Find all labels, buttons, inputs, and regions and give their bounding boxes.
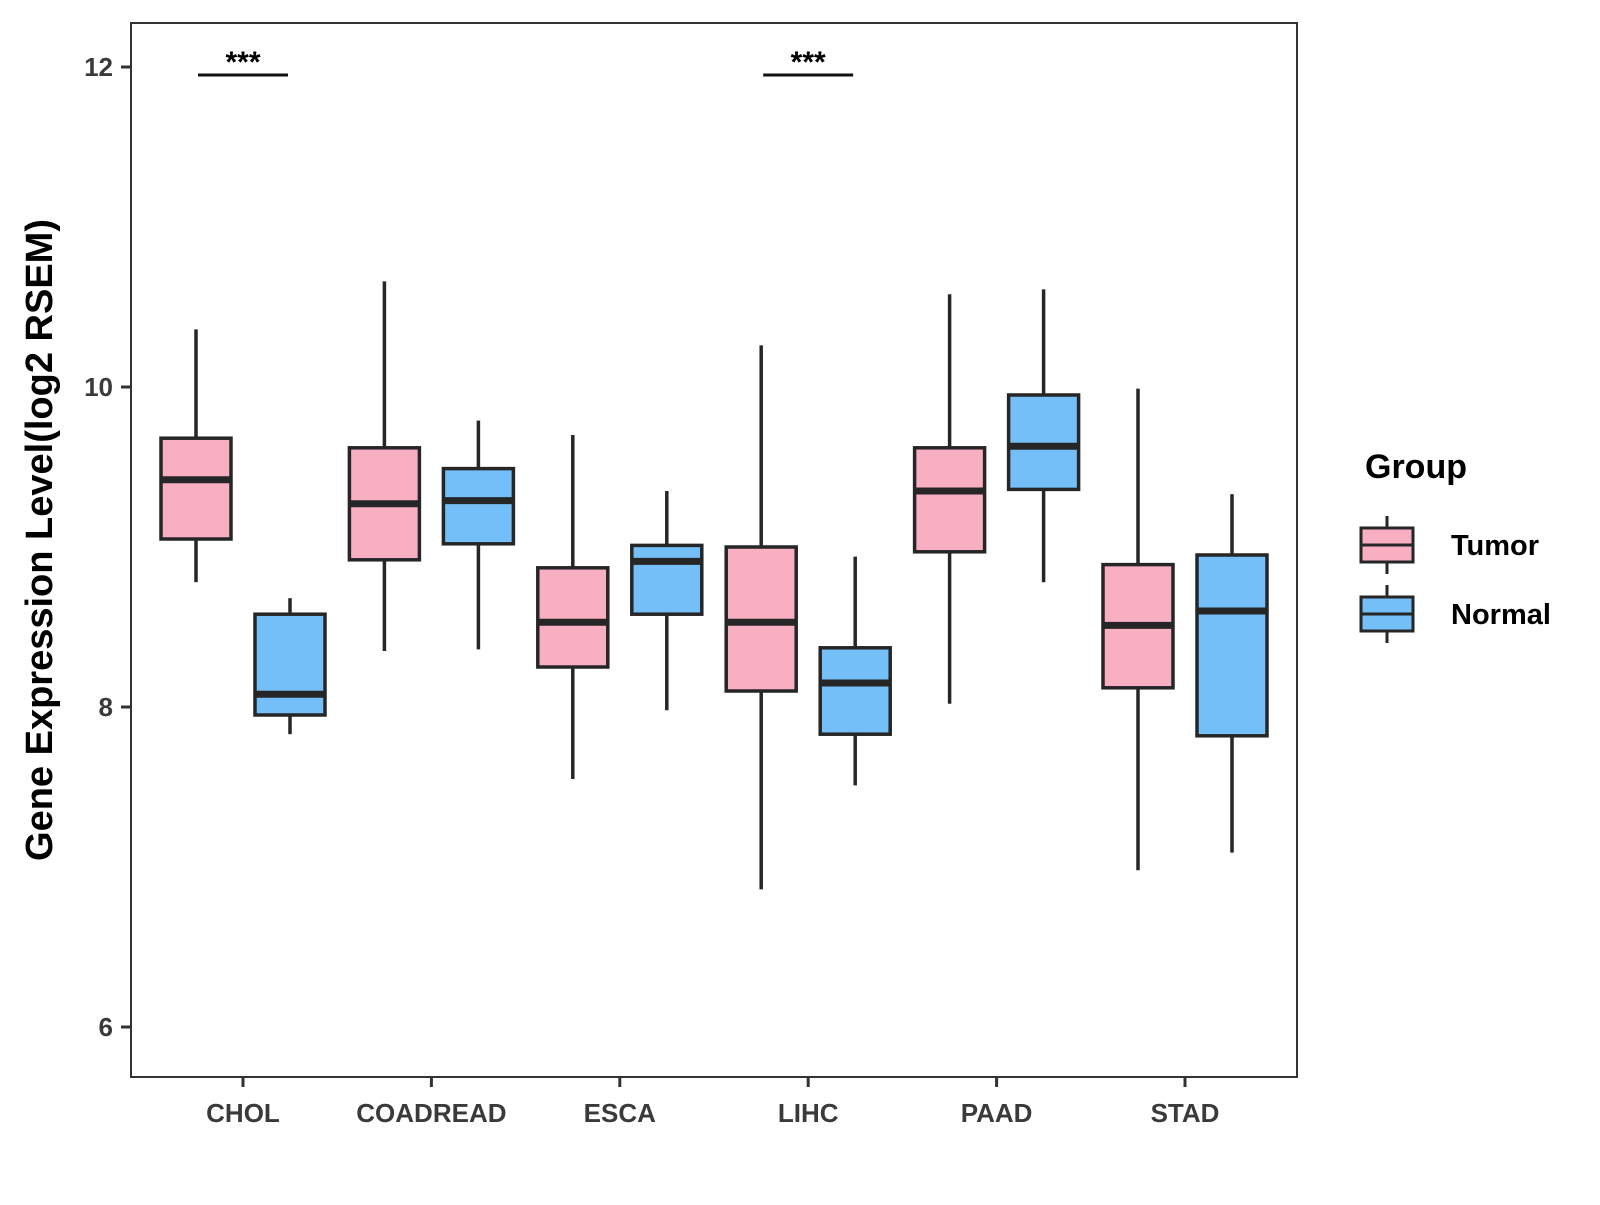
box-tumor-stad bbox=[1101, 388, 1175, 871]
box-tumor-paad bbox=[912, 294, 987, 704]
box-tumor-esca bbox=[536, 435, 610, 779]
x-tick-label: COADREAD bbox=[356, 1098, 506, 1128]
box-normal-esca bbox=[630, 491, 704, 711]
x-tick-label: ESCA bbox=[584, 1098, 656, 1128]
y-tick-label: 6 bbox=[99, 1012, 113, 1042]
legend-label-normal: Normal bbox=[1451, 599, 1551, 631]
box-normal-coadread bbox=[441, 420, 516, 650]
box-body bbox=[912, 446, 987, 554]
box-body bbox=[159, 436, 233, 541]
box-normal-chol bbox=[253, 598, 327, 735]
box-normal-stad bbox=[1195, 494, 1269, 853]
x-tick-label: LIHC bbox=[778, 1098, 839, 1128]
box-body bbox=[1195, 553, 1269, 738]
box-tumor-lihc bbox=[724, 345, 798, 890]
legend-key-tumor bbox=[1359, 516, 1415, 574]
y-tick-label: 8 bbox=[99, 692, 113, 722]
y-tick-label: 12 bbox=[84, 52, 113, 82]
box-body bbox=[818, 646, 892, 736]
box-normal-lihc bbox=[818, 556, 892, 786]
significance-label: *** bbox=[791, 46, 826, 79]
box-body bbox=[630, 543, 704, 616]
legend-key-normal bbox=[1359, 585, 1415, 643]
legend-title: Group bbox=[1365, 448, 1467, 486]
x-tick-label: STAD bbox=[1151, 1098, 1220, 1128]
y-axis-title: Gene Expression Level(log2 RSEM) bbox=[19, 219, 61, 861]
box-body bbox=[441, 466, 516, 546]
box-tumor-chol bbox=[159, 329, 233, 583]
significance-label: *** bbox=[225, 46, 260, 79]
box-body bbox=[253, 612, 327, 717]
box-tumor-coadread bbox=[347, 281, 422, 651]
box-body bbox=[536, 566, 610, 669]
box-normal-paad bbox=[1006, 289, 1081, 583]
x-tick-label: PAAD bbox=[961, 1098, 1033, 1128]
y-tick-label: 10 bbox=[84, 372, 113, 402]
x-tick-label: CHOL bbox=[206, 1098, 280, 1128]
plot-panel-border bbox=[130, 22, 1298, 1078]
legend-label-tumor: Tumor bbox=[1451, 530, 1539, 562]
box-body bbox=[1006, 393, 1081, 492]
